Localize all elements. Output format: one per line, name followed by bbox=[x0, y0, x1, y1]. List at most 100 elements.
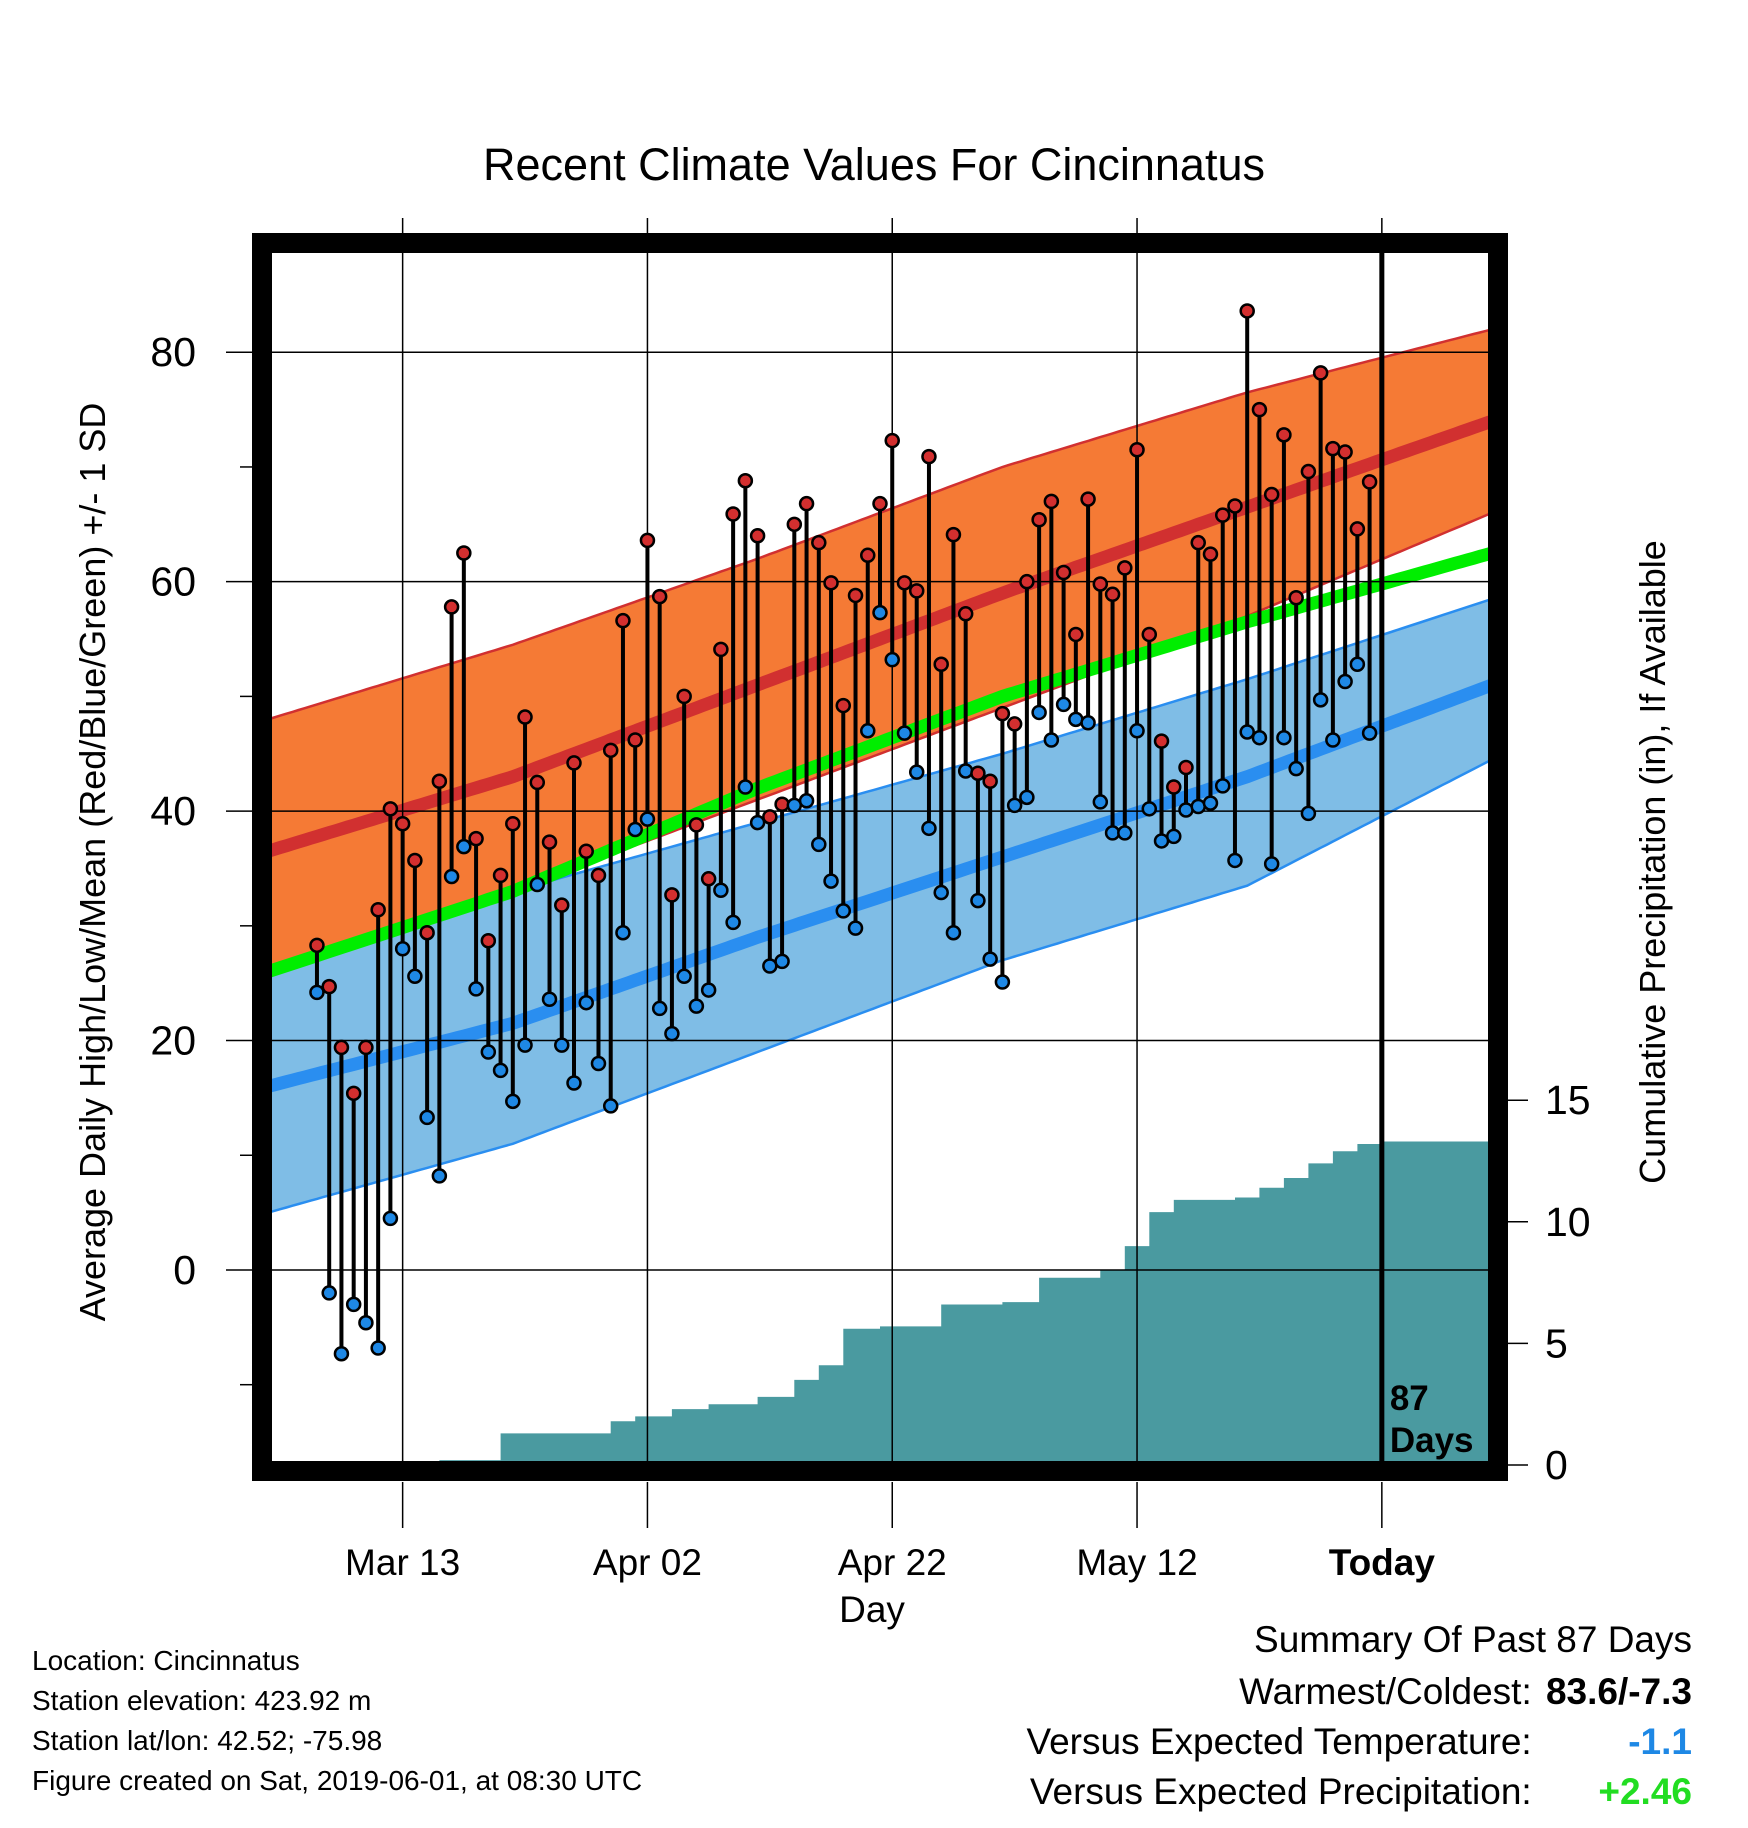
y2-tick-label: 5 bbox=[1545, 1320, 1568, 1366]
low-point bbox=[921, 820, 937, 837]
high-point bbox=[480, 932, 497, 949]
y-tick-label: 60 bbox=[150, 559, 196, 605]
x-tick-label: Apr 22 bbox=[838, 1542, 947, 1583]
high-point bbox=[1166, 779, 1182, 795]
x-tick-label: Today bbox=[1329, 1542, 1436, 1583]
high-point bbox=[1349, 521, 1366, 537]
summary-warm-cold: Warmest/Coldest: 83.6/-7.3 bbox=[1239, 1670, 1692, 1714]
low-point bbox=[590, 1055, 607, 1072]
low-point bbox=[529, 876, 546, 893]
low-point bbox=[492, 1062, 509, 1079]
high-point bbox=[443, 599, 460, 615]
high-point bbox=[1129, 442, 1145, 458]
low-point bbox=[602, 1098, 619, 1114]
high-point bbox=[345, 1085, 362, 1102]
high-point bbox=[884, 432, 900, 449]
high-point bbox=[1325, 440, 1341, 457]
low-point bbox=[1178, 802, 1194, 818]
low-point bbox=[1312, 692, 1329, 708]
high-point bbox=[957, 606, 974, 622]
today-marker-count: 87 bbox=[1390, 1379, 1429, 1418]
low-point bbox=[835, 903, 852, 919]
low-point bbox=[1190, 798, 1206, 815]
low-point bbox=[1276, 729, 1292, 746]
warm-cold-value: 83.6/-7.3 bbox=[1545, 1671, 1692, 1712]
high-point bbox=[554, 897, 570, 913]
high-point bbox=[1019, 573, 1035, 590]
low-point bbox=[1068, 711, 1084, 728]
high-point bbox=[1288, 589, 1304, 606]
avg-mean-line bbox=[268, 546, 1492, 978]
low-mean-line bbox=[268, 678, 1492, 1093]
high-point bbox=[1337, 444, 1353, 460]
elevation-text: Station elevation: 423.92 m bbox=[32, 1685, 372, 1716]
low-point bbox=[700, 982, 717, 998]
high-point bbox=[872, 495, 888, 512]
low-point bbox=[1337, 673, 1353, 690]
low-point bbox=[651, 1000, 668, 1017]
high-point bbox=[811, 534, 827, 551]
low-point bbox=[394, 941, 411, 957]
low-point bbox=[688, 998, 705, 1014]
high-point bbox=[774, 796, 790, 812]
high-point bbox=[321, 978, 337, 995]
x-tick-label: Mar 13 bbox=[345, 1542, 460, 1583]
low-point bbox=[1080, 715, 1096, 731]
high-point bbox=[492, 867, 509, 884]
high-point bbox=[762, 809, 778, 825]
low-point bbox=[823, 873, 839, 889]
high-point bbox=[933, 656, 949, 673]
x-tick-label: Apr 02 bbox=[593, 1542, 702, 1583]
low-point bbox=[321, 1285, 337, 1301]
y-tick-label: 0 bbox=[173, 1247, 196, 1293]
high-point bbox=[358, 1039, 374, 1056]
high-point bbox=[713, 641, 729, 658]
high-point bbox=[1006, 716, 1023, 732]
low-point bbox=[994, 974, 1011, 990]
low-point bbox=[505, 1093, 521, 1110]
high-point bbox=[1300, 463, 1317, 480]
high-point bbox=[1031, 511, 1047, 528]
high-point bbox=[1043, 493, 1060, 510]
low-point bbox=[933, 884, 949, 901]
high-point bbox=[847, 587, 864, 604]
high-point bbox=[1361, 474, 1378, 490]
low-point bbox=[370, 1340, 386, 1356]
latlon-text: Station lat/lon: 42.52; -75.98 bbox=[32, 1725, 383, 1756]
low-point bbox=[1141, 801, 1158, 817]
high-point bbox=[970, 765, 986, 782]
y2-tick-label: 0 bbox=[1545, 1442, 1568, 1488]
high-point bbox=[309, 937, 325, 954]
low-point bbox=[664, 1025, 680, 1042]
today-marker-unit: Days bbox=[1390, 1421, 1474, 1460]
high-point bbox=[651, 588, 668, 605]
y-axis-label: Average Daily High/Low/Mean (Red/Blue/Gr… bbox=[72, 403, 113, 1322]
low-point bbox=[798, 793, 815, 809]
low-point bbox=[908, 764, 925, 780]
x-axis-label: Day bbox=[839, 1589, 905, 1630]
high-point bbox=[1202, 546, 1219, 562]
low-point bbox=[1166, 828, 1182, 845]
low-lower-line bbox=[268, 758, 1492, 1214]
low-point bbox=[541, 991, 558, 1007]
y2-tick-label: 15 bbox=[1545, 1077, 1591, 1123]
low-point bbox=[333, 1345, 350, 1362]
high-point bbox=[1190, 534, 1206, 551]
low-point bbox=[358, 1315, 374, 1331]
low-point bbox=[1019, 789, 1035, 806]
high-point bbox=[823, 575, 839, 591]
summary-precipitation: Versus Expected Precipitation: +2.46 bbox=[1030, 1770, 1692, 1814]
high-point bbox=[1153, 733, 1170, 749]
high-mean-line bbox=[268, 414, 1492, 858]
low-point bbox=[860, 723, 876, 739]
low-point bbox=[480, 1044, 497, 1060]
y-tick-label: 20 bbox=[150, 1018, 196, 1064]
high-point bbox=[419, 924, 435, 941]
high-point bbox=[566, 755, 582, 771]
low-point bbox=[1349, 656, 1366, 673]
high-point bbox=[860, 547, 876, 564]
x-tick-label: May 12 bbox=[1076, 1542, 1197, 1583]
summary-temperature: Versus Expected Temperature: -1.1 bbox=[1026, 1720, 1692, 1764]
low-point bbox=[749, 814, 766, 831]
high-point bbox=[1068, 626, 1084, 643]
